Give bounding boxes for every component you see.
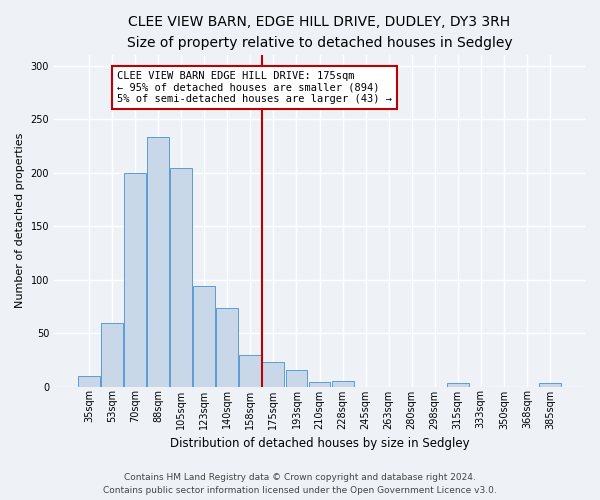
Bar	[262, 362, 284, 386]
Bar	[539, 384, 561, 386]
Y-axis label: Number of detached properties: Number of detached properties	[15, 133, 25, 308]
Text: CLEE VIEW BARN EDGE HILL DRIVE: 175sqm
← 95% of detached houses are smaller (894: CLEE VIEW BARN EDGE HILL DRIVE: 175sqm ←…	[117, 71, 392, 104]
Title: CLEE VIEW BARN, EDGE HILL DRIVE, DUDLEY, DY3 3RH
Size of property relative to de: CLEE VIEW BARN, EDGE HILL DRIVE, DUDLEY,…	[127, 15, 512, 50]
Bar	[78, 376, 100, 386]
Bar	[193, 286, 215, 386]
Bar	[217, 308, 238, 386]
Bar	[447, 384, 469, 386]
Bar	[286, 370, 307, 386]
Bar	[170, 168, 192, 386]
Text: Contains HM Land Registry data © Crown copyright and database right 2024.
Contai: Contains HM Land Registry data © Crown c…	[103, 474, 497, 495]
Bar	[124, 172, 146, 386]
Bar	[147, 138, 169, 386]
Bar	[308, 382, 331, 386]
Bar	[332, 381, 353, 386]
X-axis label: Distribution of detached houses by size in Sedgley: Distribution of detached houses by size …	[170, 437, 469, 450]
Bar	[239, 356, 262, 386]
Bar	[101, 324, 123, 386]
